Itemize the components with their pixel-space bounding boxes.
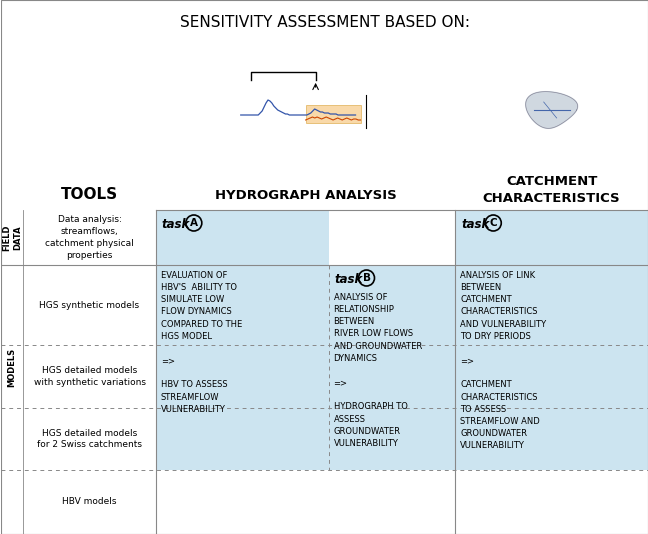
Text: HGS synthetic models: HGS synthetic models xyxy=(40,301,139,310)
Bar xyxy=(156,265,329,470)
Text: A: A xyxy=(190,218,198,228)
Text: ANALYSIS OF
RELATIONSHIP
BETWEEN
RIVER LOW FLOWS
AND GROUNDWATER
DYNAMICS

=>

H: ANALYSIS OF RELATIONSHIP BETWEEN RIVER L… xyxy=(334,293,422,448)
Text: HGS detailed models
with synthetic variations: HGS detailed models with synthetic varia… xyxy=(34,366,146,387)
Text: task: task xyxy=(461,218,490,231)
Bar xyxy=(156,210,329,265)
Text: task: task xyxy=(334,273,363,286)
Text: task: task xyxy=(162,218,191,231)
Text: TOOLS: TOOLS xyxy=(61,187,118,202)
Text: CATCHMENT
CHARACTERISTICS: CATCHMENT CHARACTERISTICS xyxy=(483,175,621,205)
Text: FIELD
DATA: FIELD DATA xyxy=(3,224,22,251)
Text: EVALUATION OF
HBV'S  ABILITY TO
SIMULATE LOW
FLOW DYNAMICS
COMPARED TO THE
HGS M: EVALUATION OF HBV'S ABILITY TO SIMULATE … xyxy=(161,271,242,414)
Text: ANALYSIS OF LINK
BETWEEN
CATCHMENT
CHARACTERISTICS
AND VULNERABILITY
TO DRY PERI: ANALYSIS OF LINK BETWEEN CATCHMENT CHARA… xyxy=(460,271,546,450)
Text: B: B xyxy=(362,273,371,283)
Text: MODELS: MODELS xyxy=(8,348,17,387)
Text: HYDROGRAPH ANALYSIS: HYDROGRAPH ANALYSIS xyxy=(214,189,397,202)
Polygon shape xyxy=(526,92,577,128)
Bar xyxy=(306,105,360,123)
Text: SENSITIVITY ASSESSMENT BASED ON:: SENSITIVITY ASSESSMENT BASED ON: xyxy=(179,15,470,30)
Bar xyxy=(456,210,648,470)
Text: Data analysis:
streamflows,
catchment physical
properties: Data analysis: streamflows, catchment ph… xyxy=(45,215,134,260)
Text: HBV models: HBV models xyxy=(62,498,117,507)
Bar xyxy=(329,265,456,470)
Text: C: C xyxy=(489,218,497,228)
Text: HGS detailed models
for 2 Swiss catchments: HGS detailed models for 2 Swiss catchmen… xyxy=(37,429,142,450)
